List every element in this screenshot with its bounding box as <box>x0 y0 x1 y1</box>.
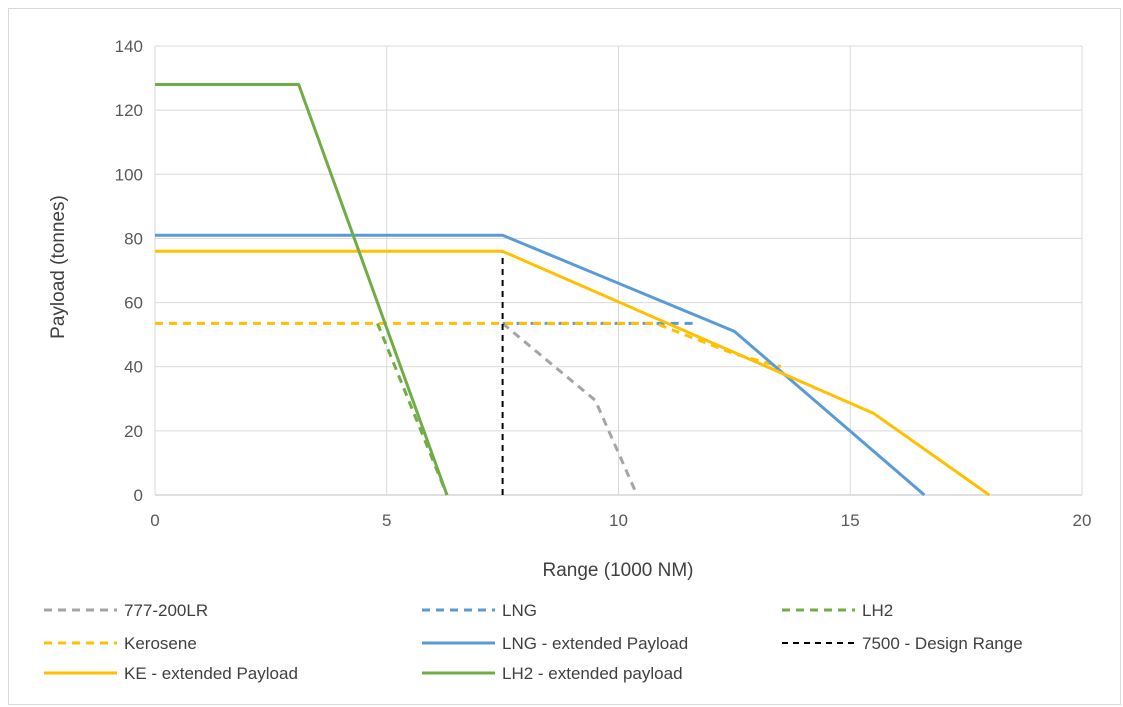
legend-label: 7500 - Design Range <box>862 634 1023 653</box>
x-tick-labels: 0 5 10 15 20 <box>150 511 1091 530</box>
series-line-777-200lr <box>501 322 639 496</box>
legend: 777-200LR LNG LH2 Kerosene LNG - extended Pa… <box>44 601 1023 683</box>
legend-label: LNG <box>502 601 537 620</box>
series-line-ke-extended-payload <box>155 249 991 497</box>
legend-label: LNG - extended Payload <box>502 634 688 653</box>
x-tick-label: 15 <box>841 511 860 530</box>
y-tick-label: 40 <box>124 358 143 377</box>
payload-range-chart: 0 20 40 60 80 100 120 140 0 5 10 15 20 Range (1000 … <box>44 37 1091 683</box>
series-line-lng-extended-payload <box>155 233 926 497</box>
x-axis-title: Range (1000 NM) <box>542 560 693 581</box>
y-tick-label: 60 <box>124 294 143 313</box>
y-tick-labels: 0 20 40 60 80 100 120 140 <box>115 37 143 505</box>
y-tick-label: 140 <box>115 37 143 56</box>
y-tick-label: 20 <box>124 422 143 441</box>
x-tick-label: 0 <box>150 511 159 530</box>
x-tick-label: 10 <box>609 511 628 530</box>
y-tick-label: 100 <box>115 165 143 184</box>
series-lines <box>155 83 991 497</box>
chart-frame: 0 20 40 60 80 100 120 140 0 5 10 15 20 Range (1000 … <box>8 8 1121 705</box>
series-line-kerosene <box>155 321 782 369</box>
legend-label: LH2 <box>862 601 893 620</box>
y-tick-label: 80 <box>124 229 143 248</box>
y-tick-label: 0 <box>134 486 143 505</box>
legend-label: 777-200LR <box>124 601 208 620</box>
legend-label: LH2 - extended payload <box>502 664 683 683</box>
gridlines <box>154 45 1083 496</box>
x-tick-label: 5 <box>382 511 391 530</box>
legend-label: Kerosene <box>124 634 197 653</box>
legend-label: KE - extended Payload <box>124 664 298 683</box>
x-tick-label: 20 <box>1073 511 1092 530</box>
y-axis-title: Payload (tonnes) <box>48 195 69 339</box>
y-tick-label: 120 <box>115 101 143 120</box>
series-line-lh2-extended-payload <box>155 83 449 496</box>
